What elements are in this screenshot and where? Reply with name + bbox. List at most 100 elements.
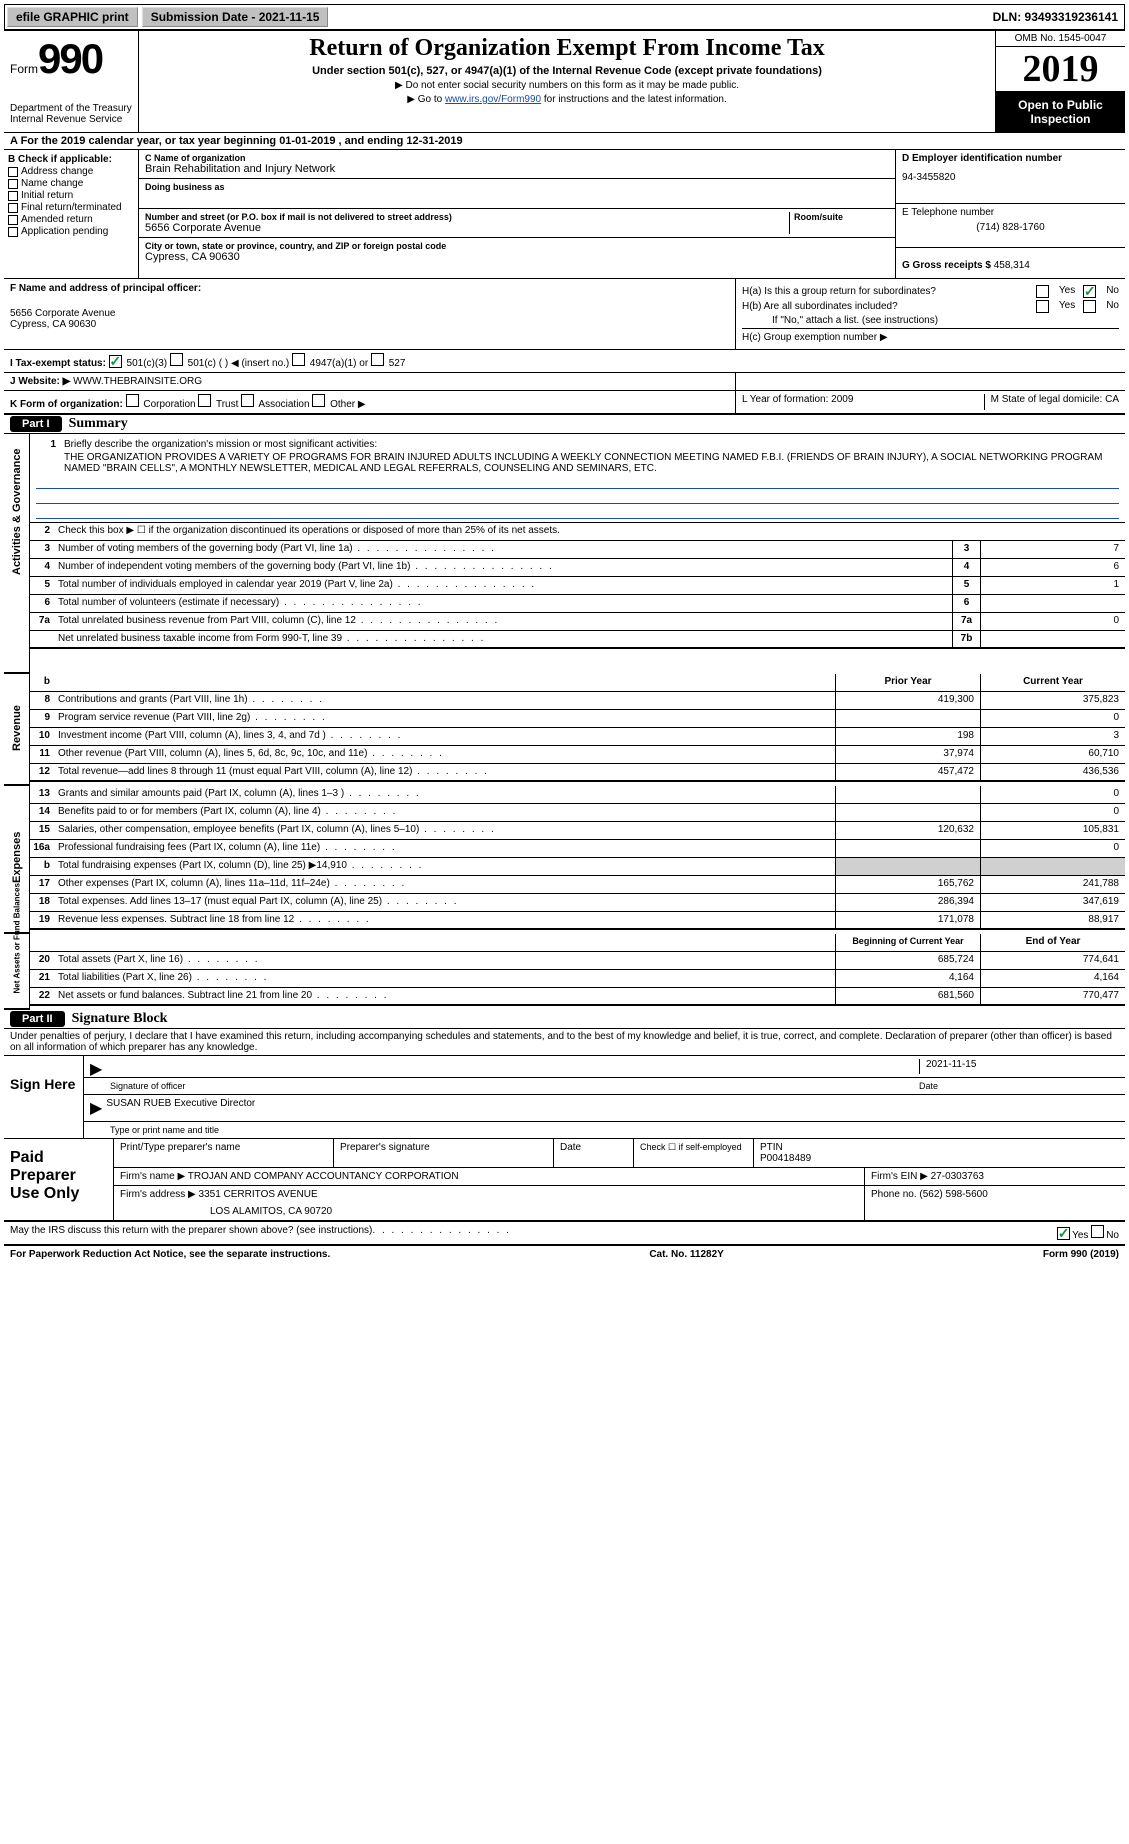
curr-val: 4,164 (980, 970, 1125, 987)
line-text: Number of independent voting members of … (54, 559, 952, 576)
hdr-beg: Beginning of Current Year (835, 934, 980, 951)
sig-date-val: 2021-11-15 (919, 1059, 1119, 1074)
firm-addr2: LOS ALAMITOS, CA 90720 (120, 1206, 858, 1217)
note-link: ▶ Go to www.irs.gov/Form990 for instruct… (147, 94, 987, 105)
irs-link[interactable]: www.irs.gov/Form990 (445, 94, 541, 105)
block-bc: B Check if applicable: Address changeNam… (4, 150, 1125, 279)
side-net: Net Assets or Fund Balances (12, 944, 21, 994)
line-val: 7 (980, 541, 1125, 558)
prior-val: 419,300 (835, 692, 980, 709)
cb-label: Address change (21, 166, 93, 177)
prior-val: 457,472 (835, 764, 980, 780)
preparer-label: Paid Preparer Use Only (4, 1139, 114, 1220)
year-formation: L Year of formation: 2009 (742, 394, 984, 410)
firm-addr-label: Firm's address ▶ (120, 1189, 196, 1200)
checkbox[interactable] (8, 167, 18, 177)
line-text: Program service revenue (Part VIII, line… (54, 710, 835, 727)
col-b-label: B Check if applicable: (8, 154, 134, 165)
tax-status-check[interactable] (292, 353, 305, 366)
prior-val: 681,560 (835, 988, 980, 1004)
prior-val (835, 710, 980, 727)
prep-print-label: Print/Type preparer's name (114, 1139, 334, 1167)
prep-sig-label: Preparer's signature (334, 1139, 554, 1167)
tax-status-check[interactable] (371, 353, 384, 366)
q2-label: Check this box ▶ ☐ if the organization d… (54, 523, 1125, 540)
sig-officer-label: Signature of officer (90, 1081, 919, 1091)
checkbox[interactable] (8, 191, 18, 201)
tax-year: 2019 (996, 47, 1125, 92)
q1-label: Briefly describe the organization's miss… (60, 437, 1119, 452)
preparer-block: Paid Preparer Use Only Print/Type prepar… (4, 1139, 1125, 1222)
checkbox[interactable] (8, 227, 18, 237)
form-org-check[interactable] (312, 394, 325, 407)
row-k: K Form of organization: Corporation Trus… (4, 391, 1125, 415)
line-text: Investment income (Part VIII, column (A)… (54, 728, 835, 745)
side-governance: Activities & Governance (11, 525, 23, 575)
tax-status-check[interactable] (109, 355, 122, 368)
form-org-check[interactable] (198, 394, 211, 407)
cb-label: Initial return (21, 190, 73, 201)
col-d: D Employer identification number 94-3455… (895, 150, 1125, 278)
firm-name-label: Firm's name ▶ (120, 1171, 185, 1182)
form-org-check[interactable] (126, 394, 139, 407)
part1-badge: Part I (10, 416, 62, 432)
line-text: Other revenue (Part VIII, column (A), li… (54, 746, 835, 763)
form-org-check[interactable] (241, 394, 254, 407)
curr-val: 105,831 (980, 822, 1125, 839)
submission-button[interactable]: Submission Date - 2021-11-15 (142, 7, 329, 27)
topbar: efile GRAPHIC print Submission Date - 20… (4, 4, 1125, 31)
line-cell: 4 (952, 559, 980, 576)
line-text: Total fundraising expenses (Part IX, col… (54, 858, 835, 875)
discuss-no[interactable] (1091, 1225, 1104, 1238)
hc-label: H(c) Group exemption number ▶ (742, 328, 1119, 343)
form-subtitle: Under section 501(c), 527, or 4947(a)(1)… (147, 65, 987, 77)
tax-status-check[interactable] (170, 353, 183, 366)
mission-text: THE ORGANIZATION PROVIDES A VARIETY OF P… (36, 452, 1119, 474)
declaration: Under penalties of perjury, I declare th… (4, 1029, 1125, 1056)
hc-right (735, 373, 1125, 390)
phone-label: Phone no. (871, 1189, 917, 1200)
firm-ein-label: Firm's EIN ▶ (871, 1171, 928, 1182)
line-text: Contributions and grants (Part VIII, lin… (54, 692, 835, 709)
foot-right: Form 990 (2019) (1043, 1249, 1119, 1260)
officer-addr2: Cypress, CA 90630 (10, 319, 729, 330)
hb-label: H(b) Are all subordinates included? (742, 301, 898, 312)
hdr-prior: Prior Year (835, 674, 980, 691)
col-c: C Name of organization Brain Rehabilitat… (139, 150, 895, 278)
prior-val: 685,724 (835, 952, 980, 969)
line-cell: 5 (952, 577, 980, 594)
open-public-label: Open to Public Inspection (996, 92, 1125, 132)
checkbox[interactable] (8, 203, 18, 213)
line-text: Net assets or fund balances. Subtract li… (54, 988, 835, 1004)
discuss-yes[interactable] (1057, 1227, 1070, 1240)
city-val: Cypress, CA 90630 (145, 251, 889, 263)
ptin-val: P00418489 (760, 1153, 1119, 1164)
prior-val: 165,762 (835, 876, 980, 893)
cb-label: Amended return (21, 214, 93, 225)
prior-val (835, 840, 980, 857)
checkbox[interactable] (8, 179, 18, 189)
side-expenses: Expenses (11, 833, 23, 883)
curr-val: 0 (980, 710, 1125, 727)
state-domicile: M State of legal domicile: CA (984, 394, 1119, 410)
ha-yes-check[interactable] (1036, 285, 1049, 298)
checkbox[interactable] (8, 215, 18, 225)
line-cell: 7a (952, 613, 980, 630)
line-text: Total number of volunteers (estimate if … (54, 595, 952, 612)
ein-label: D Employer identification number (902, 153, 1119, 164)
col-h: H(a) Is this a group return for subordin… (735, 279, 1125, 349)
hb-no-check[interactable] (1083, 300, 1096, 313)
prior-val: 286,394 (835, 894, 980, 911)
line-text: Grants and similar amounts paid (Part IX… (54, 786, 835, 803)
note2-pre: ▶ Go to (407, 94, 445, 105)
curr-val: 770,477 (980, 988, 1125, 1004)
prior-val: 4,164 (835, 970, 980, 987)
form-prefix: Form (10, 62, 38, 76)
ha-no-check[interactable] (1083, 285, 1096, 298)
part1-title: Summary (69, 416, 128, 431)
website-label: J Website: ▶ (10, 376, 70, 387)
efile-button[interactable]: efile GRAPHIC print (7, 7, 138, 27)
hb-yes-check[interactable] (1036, 300, 1049, 313)
curr-val: 347,619 (980, 894, 1125, 911)
line-cell: 3 (952, 541, 980, 558)
